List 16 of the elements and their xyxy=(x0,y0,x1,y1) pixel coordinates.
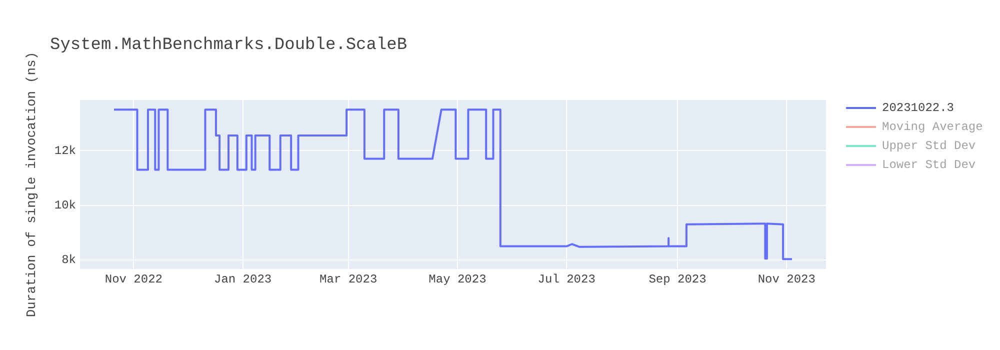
y-axis-title: Duration of single invocation (ns) xyxy=(24,52,40,318)
x-tick-label: Jul 2023 xyxy=(538,272,596,286)
x-tick-label: Nov 2022 xyxy=(104,272,162,286)
x-tick-label: Jan 2023 xyxy=(214,272,272,286)
x-tick-label: Sep 2023 xyxy=(648,272,706,286)
chart-title: System.MathBenchmarks.Double.ScaleB xyxy=(50,36,408,55)
legend-label: Upper Std Dev xyxy=(882,138,976,152)
x-tick-label: May 2023 xyxy=(428,272,486,286)
y-tick-label: 10k xyxy=(54,198,76,212)
x-tick-label: Nov 2023 xyxy=(758,272,816,286)
y-tick-label: 8k xyxy=(62,253,76,268)
legend-label: Lower Std Dev xyxy=(882,158,976,172)
y-tick-label: 12k xyxy=(54,144,76,158)
legend-label: Moving Average xyxy=(882,120,983,134)
legend-label: 20231022.3 xyxy=(882,100,954,114)
x-tick-label: Mar 2023 xyxy=(320,272,378,286)
